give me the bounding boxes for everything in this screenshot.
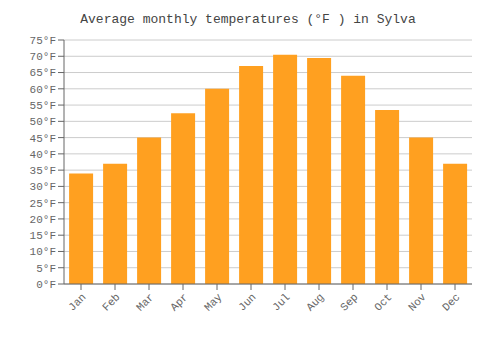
svg-text:Sep: Sep bbox=[338, 291, 360, 313]
svg-text:Feb: Feb bbox=[100, 291, 122, 313]
svg-text:Oct: Oct bbox=[372, 291, 394, 313]
svg-text:60°F: 60°F bbox=[30, 84, 56, 96]
svg-text:Mar: Mar bbox=[134, 291, 156, 313]
svg-text:25°F: 25°F bbox=[30, 198, 56, 210]
svg-text:Jun: Jun bbox=[236, 291, 258, 313]
svg-text:75°F: 75°F bbox=[30, 35, 56, 47]
svg-text:10°F: 10°F bbox=[30, 246, 56, 258]
svg-text:30°F: 30°F bbox=[30, 181, 56, 193]
svg-text:Apr: Apr bbox=[168, 291, 190, 313]
svg-text:35°F: 35°F bbox=[30, 165, 56, 177]
svg-text:Dec: Dec bbox=[440, 291, 462, 313]
svg-text:5°F: 5°F bbox=[36, 263, 56, 275]
svg-text:Nov: Nov bbox=[406, 291, 429, 314]
svg-text:50°F: 50°F bbox=[30, 116, 56, 128]
svg-text:45°F: 45°F bbox=[30, 133, 56, 145]
svg-text:15°F: 15°F bbox=[30, 230, 56, 242]
svg-text:70°F: 70°F bbox=[30, 51, 56, 63]
svg-text:Jan: Jan bbox=[66, 291, 88, 313]
svg-text:Aug: Aug bbox=[304, 291, 326, 313]
svg-text:May: May bbox=[202, 291, 225, 314]
html-text:Average monthly temperatures (: Average monthly temperatures (°F ) in Sy… bbox=[80, 12, 416, 27]
svg-text:Jul: Jul bbox=[270, 291, 292, 313]
svg-text:20°F: 20°F bbox=[30, 214, 56, 226]
svg-text:40°F: 40°F bbox=[30, 149, 56, 161]
svg-text:65°F: 65°F bbox=[30, 67, 56, 79]
svg-text:0°F: 0°F bbox=[36, 279, 56, 291]
svg-text:55°F: 55°F bbox=[30, 100, 56, 112]
